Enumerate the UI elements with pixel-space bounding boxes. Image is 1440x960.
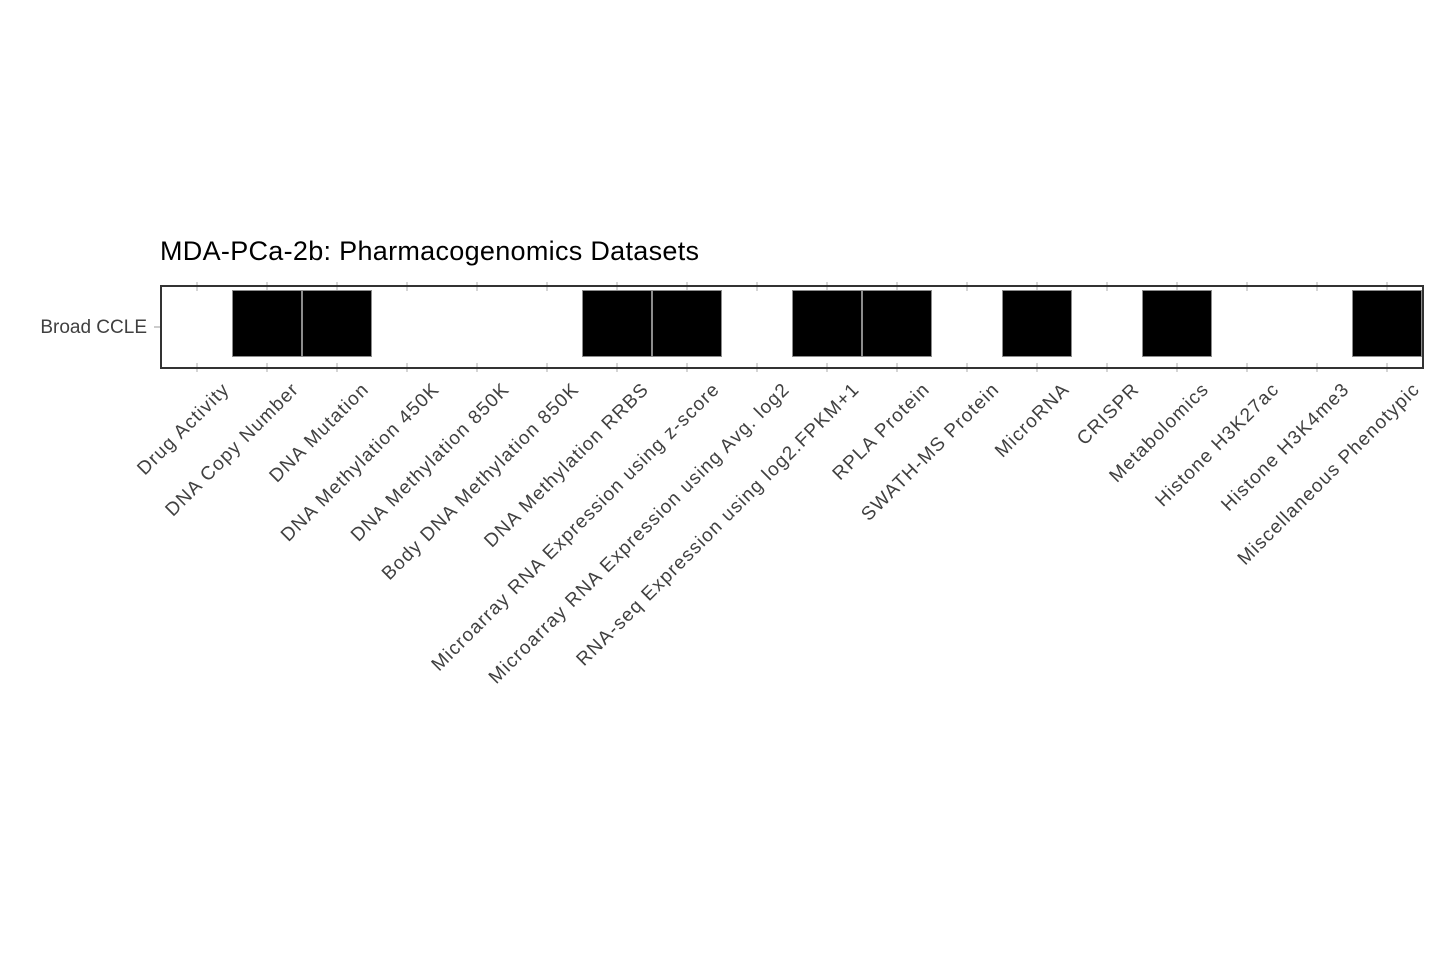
x-axis-tick bbox=[546, 282, 548, 291]
x-axis-tick bbox=[406, 282, 408, 291]
x-axis-tick bbox=[966, 282, 968, 291]
x-axis-tick bbox=[1036, 363, 1038, 372]
chart-title: MDA-PCa-2b: Pharmacogenomics Datasets bbox=[160, 236, 700, 266]
heatmap-cell-10 bbox=[862, 290, 932, 357]
heatmap-cell-1 bbox=[232, 290, 302, 357]
x-axis-tick bbox=[336, 363, 338, 372]
x-axis-tick bbox=[266, 363, 268, 372]
heatmap-cell-6 bbox=[582, 290, 652, 357]
x-axis-tick bbox=[1246, 363, 1248, 372]
heatmap-cell-17 bbox=[1352, 290, 1422, 357]
y-axis-tick bbox=[154, 326, 160, 328]
x-axis-tick bbox=[756, 363, 758, 372]
x-axis-tick bbox=[1176, 363, 1178, 372]
x-axis-tick bbox=[406, 363, 408, 372]
x-axis-label: Histone H3K27ac bbox=[1151, 379, 1284, 512]
heatmap-cell-2 bbox=[302, 290, 372, 357]
heatmap-panel bbox=[154, 282, 1424, 372]
x-axis-label: MicroRNA bbox=[990, 379, 1074, 462]
x-axis-tick bbox=[1106, 363, 1108, 372]
x-axis-tick bbox=[1386, 363, 1388, 372]
heatmap-cell-12 bbox=[1002, 290, 1072, 357]
y-axis-row-label: Broad CCLE bbox=[40, 317, 147, 338]
x-axis-labels: Drug Activity DNA Copy Number DNA Mutation… bbox=[133, 369, 1424, 709]
x-axis-tick bbox=[616, 363, 618, 372]
x-axis-tick bbox=[1106, 282, 1108, 291]
x-axis-tick bbox=[896, 363, 898, 372]
x-axis-tick bbox=[1316, 282, 1318, 291]
x-axis-label: CRISPR bbox=[1073, 379, 1144, 450]
x-axis-tick bbox=[196, 282, 198, 291]
x-axis-tick bbox=[1316, 363, 1318, 372]
x-axis-tick bbox=[686, 363, 688, 372]
x-axis-label: DNA Copy Number bbox=[162, 379, 304, 521]
x-axis-tick bbox=[546, 363, 548, 372]
x-axis-tick bbox=[966, 363, 968, 372]
x-axis-label: SWATH-MS Protein bbox=[857, 379, 1004, 526]
x-axis-label: Histone H3K4me3 bbox=[1217, 379, 1354, 516]
x-axis-tick bbox=[1246, 282, 1248, 291]
heatmap-cell-7 bbox=[652, 290, 722, 357]
heatmap-cell-9 bbox=[792, 290, 862, 357]
x-axis-tick bbox=[476, 282, 478, 291]
x-axis-tick bbox=[476, 363, 478, 372]
heatmap-cell-14 bbox=[1142, 290, 1212, 357]
x-axis-tick bbox=[756, 282, 758, 291]
x-axis-tick bbox=[826, 363, 828, 372]
x-axis-tick bbox=[196, 363, 198, 372]
